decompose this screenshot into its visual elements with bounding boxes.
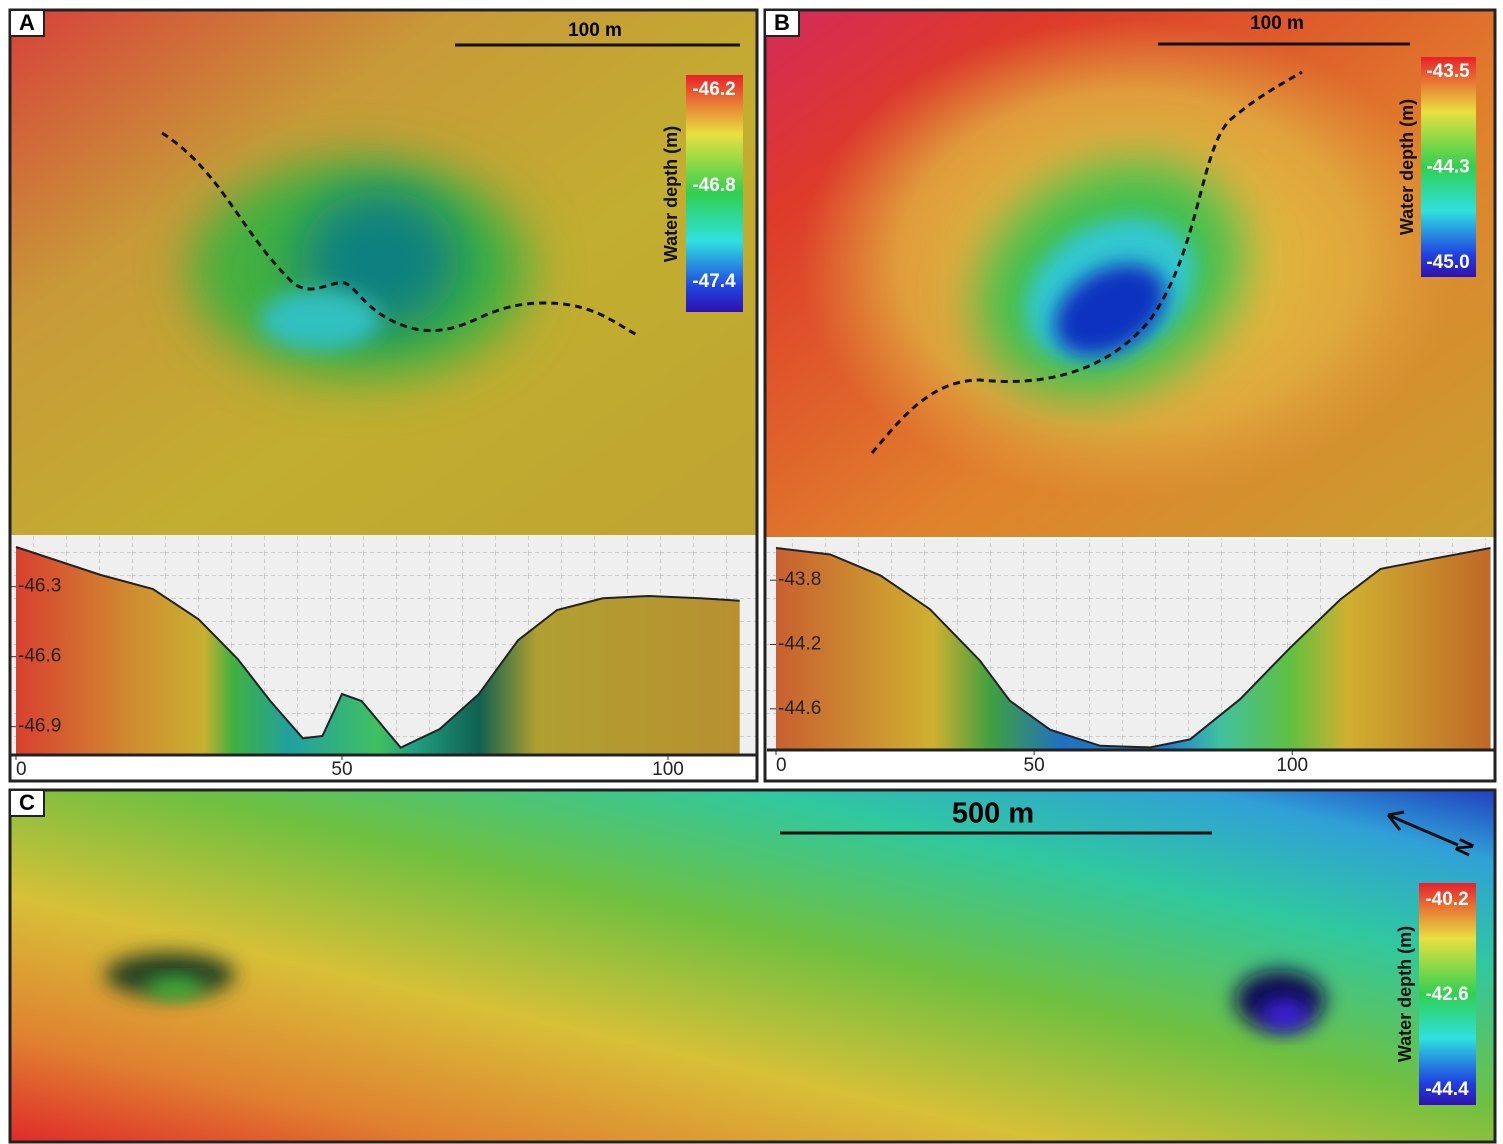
panel-label: A [19, 10, 35, 35]
x-tick-label: 0 [16, 759, 27, 780]
panel-label: B [774, 10, 790, 35]
figure: -46.3 -46.6 -46.9 0 50 100 -43.8 -44.2 -44.6 0 50 1… [0, 0, 1503, 1144]
colorbar-title: Water depth (m) [661, 126, 681, 262]
map-c [10, 790, 1495, 1142]
colorbar-tick-label: -47.4 [692, 271, 736, 292]
y-tick-label: -46.3 [18, 576, 61, 597]
x-tick-label: 100 [652, 759, 684, 780]
colorbar-tick-label: -42.6 [1425, 984, 1468, 1005]
y-tick-label: -44.6 [778, 698, 821, 719]
colorbar-tick-label: -45.0 [1426, 252, 1469, 273]
colorbar-tick-label: -43.5 [1426, 61, 1470, 82]
y-tick-label: -46.6 [18, 646, 61, 667]
y-tick-label: -43.8 [778, 569, 821, 590]
x-tick-label: 50 [1024, 755, 1045, 776]
map-a [10, 10, 757, 535]
map-b [765, 10, 1495, 537]
colorbar-tick-label: -44.4 [1425, 1079, 1469, 1100]
scale-label: 100 m [568, 20, 622, 41]
y-tick-label: -46.9 [18, 716, 61, 737]
colorbar-title: Water depth (m) [1395, 926, 1415, 1062]
x-tick-label: 100 [1276, 755, 1308, 776]
panel-label: C [19, 790, 35, 815]
y-tick-label: -44.2 [778, 634, 821, 655]
colorbar-title: Water depth (m) [1397, 99, 1417, 235]
x-tick-label: 0 [776, 755, 787, 776]
colorbar-tick-label: -46.2 [692, 79, 735, 100]
colorbar-tick-label: -40.2 [1425, 889, 1468, 910]
x-tick-label: 50 [331, 759, 352, 780]
scale-label: 500 m [952, 798, 1034, 830]
colorbar-tick-label: -46.8 [692, 175, 735, 196]
colorbar-tick-label: -44.3 [1426, 157, 1469, 178]
scale-label: 100 m [1250, 13, 1304, 34]
